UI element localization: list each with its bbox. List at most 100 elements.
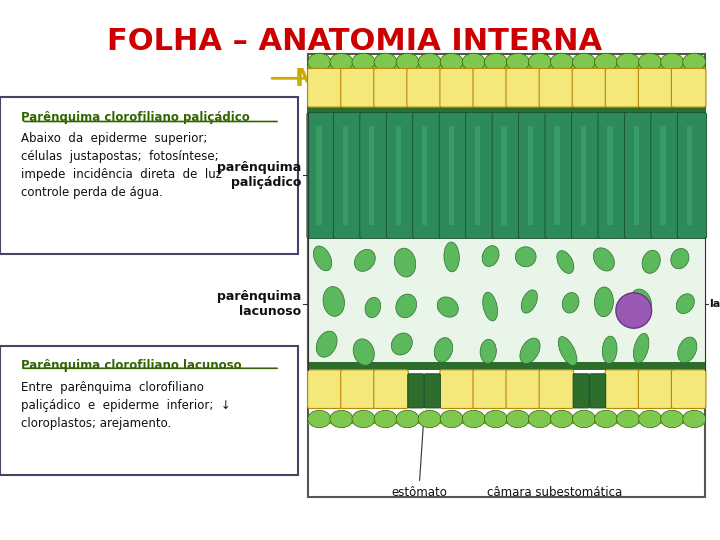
Text: Parênquima clorofiliano paliçádico: Parênquima clorofiliano paliçádico <box>22 111 250 124</box>
Bar <box>308 362 705 370</box>
Bar <box>395 126 401 225</box>
Bar <box>528 126 534 225</box>
FancyBboxPatch shape <box>606 69 640 107</box>
FancyBboxPatch shape <box>573 374 589 408</box>
Ellipse shape <box>557 251 574 273</box>
Circle shape <box>616 53 639 71</box>
FancyBboxPatch shape <box>0 346 297 475</box>
Bar <box>308 62 705 74</box>
Circle shape <box>550 53 573 71</box>
Ellipse shape <box>562 293 579 313</box>
Ellipse shape <box>437 297 459 317</box>
FancyBboxPatch shape <box>360 112 389 239</box>
Circle shape <box>308 410 330 428</box>
FancyBboxPatch shape <box>440 69 474 107</box>
FancyBboxPatch shape <box>590 374 606 408</box>
Circle shape <box>639 410 662 428</box>
Circle shape <box>506 410 529 428</box>
Ellipse shape <box>521 290 537 313</box>
Bar <box>316 126 322 225</box>
Bar <box>660 126 665 225</box>
FancyBboxPatch shape <box>307 69 342 107</box>
FancyBboxPatch shape <box>341 69 375 107</box>
Circle shape <box>595 410 618 428</box>
Circle shape <box>639 53 662 71</box>
FancyBboxPatch shape <box>374 370 408 408</box>
Ellipse shape <box>671 248 689 269</box>
FancyBboxPatch shape <box>440 370 474 408</box>
Bar <box>607 126 613 225</box>
Bar <box>308 238 705 370</box>
Circle shape <box>330 53 353 71</box>
Ellipse shape <box>631 289 652 315</box>
Circle shape <box>440 53 463 71</box>
Bar <box>422 126 428 225</box>
Text: FOLHA – ANATOMIA INTERNA: FOLHA – ANATOMIA INTERNA <box>107 27 602 56</box>
FancyBboxPatch shape <box>572 69 607 107</box>
Bar <box>308 416 705 424</box>
Bar <box>634 126 639 225</box>
FancyBboxPatch shape <box>333 112 363 239</box>
Circle shape <box>352 53 375 71</box>
Ellipse shape <box>482 246 499 267</box>
Circle shape <box>374 410 397 428</box>
Circle shape <box>528 410 552 428</box>
Circle shape <box>528 53 552 71</box>
FancyBboxPatch shape <box>439 112 469 239</box>
FancyBboxPatch shape <box>341 370 375 408</box>
Text: câmara subestomática: câmara subestomática <box>487 486 622 499</box>
Ellipse shape <box>434 338 453 362</box>
Ellipse shape <box>558 336 577 366</box>
Ellipse shape <box>365 298 381 318</box>
Ellipse shape <box>391 333 413 355</box>
FancyBboxPatch shape <box>374 69 408 107</box>
FancyBboxPatch shape <box>506 370 541 408</box>
Circle shape <box>374 53 397 71</box>
FancyBboxPatch shape <box>386 112 415 239</box>
FancyBboxPatch shape <box>651 112 680 239</box>
Ellipse shape <box>482 292 498 321</box>
Bar <box>554 126 559 225</box>
FancyBboxPatch shape <box>539 370 574 408</box>
FancyBboxPatch shape <box>606 370 640 408</box>
Circle shape <box>418 53 441 71</box>
FancyBboxPatch shape <box>672 69 706 107</box>
Circle shape <box>616 410 639 428</box>
Ellipse shape <box>480 339 496 363</box>
FancyBboxPatch shape <box>639 370 672 408</box>
Ellipse shape <box>520 338 540 363</box>
Ellipse shape <box>603 336 617 363</box>
Text: parênquima
lacunoso: parênquima lacunoso <box>217 290 301 318</box>
FancyBboxPatch shape <box>307 370 342 408</box>
Text: la: la <box>708 299 720 309</box>
Circle shape <box>683 410 706 428</box>
Ellipse shape <box>595 287 613 317</box>
Text: Abaixo  da  epiderme  superior;
células  justapostas;  fotosíntese;
impede  inci: Abaixo da epiderme superior; células jus… <box>22 132 222 199</box>
Bar <box>308 54 705 497</box>
Circle shape <box>550 410 573 428</box>
Ellipse shape <box>642 250 660 273</box>
FancyBboxPatch shape <box>307 112 336 239</box>
Bar <box>369 126 374 225</box>
FancyBboxPatch shape <box>539 69 574 107</box>
Bar <box>581 126 586 225</box>
Text: estômato: estômato <box>392 486 447 499</box>
Circle shape <box>352 410 375 428</box>
FancyBboxPatch shape <box>639 69 672 107</box>
Circle shape <box>462 53 485 71</box>
Circle shape <box>506 53 529 71</box>
Ellipse shape <box>313 246 332 271</box>
Circle shape <box>418 410 441 428</box>
Circle shape <box>485 53 507 71</box>
Circle shape <box>462 410 485 428</box>
Ellipse shape <box>616 293 652 328</box>
Bar <box>449 126 454 225</box>
Circle shape <box>661 53 683 71</box>
FancyBboxPatch shape <box>506 69 541 107</box>
FancyBboxPatch shape <box>672 370 706 408</box>
Circle shape <box>396 410 419 428</box>
FancyBboxPatch shape <box>518 112 548 239</box>
FancyBboxPatch shape <box>466 112 495 239</box>
Ellipse shape <box>444 242 459 272</box>
FancyBboxPatch shape <box>0 97 297 254</box>
